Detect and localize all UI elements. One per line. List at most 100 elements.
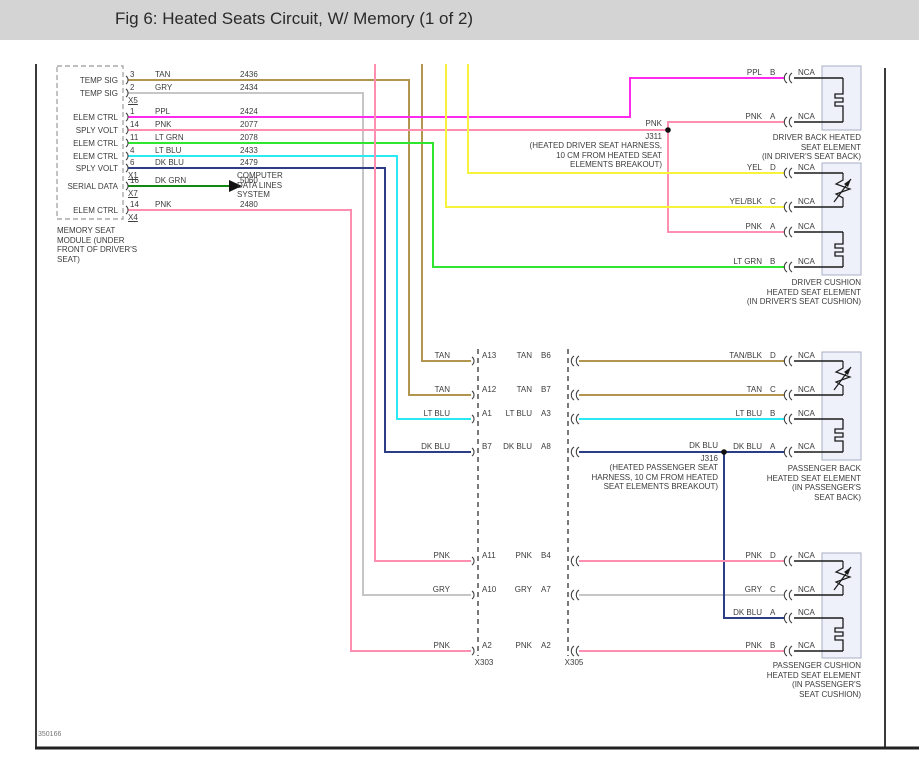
connector-pin: A1: [482, 409, 492, 418]
element-pin-letter: C: [770, 585, 776, 594]
wire-pnk-j311-down: [667, 130, 785, 233]
connector-pin: A8: [541, 442, 551, 451]
wire-color-label: LT BLU: [505, 409, 532, 418]
heater-symbol-driver-cushion: [834, 232, 844, 267]
wire-color-label: PNK: [745, 222, 762, 231]
wire-pnk-j311-up: [667, 121, 785, 130]
wire-gry-2434: [128, 92, 471, 596]
circuit-number: 2077: [240, 120, 258, 129]
wire-color-label: LT GRN: [733, 257, 762, 266]
module-connector-label: X4: [128, 213, 138, 222]
circuit-number: 2434: [240, 83, 258, 92]
element-pin-letter: B: [770, 409, 776, 418]
module-pin-label: TEMP SIG: [79, 76, 118, 85]
wire-color-label: DK GRN: [155, 176, 187, 185]
wire-color-label: TAN: [155, 70, 171, 79]
wire-color-label: DK BLU: [503, 442, 532, 451]
module-pin-number: 14: [130, 200, 139, 209]
module-pin-number: 4: [130, 146, 135, 155]
circuit-number: 2480: [240, 200, 258, 209]
connector-pin: A2: [541, 641, 551, 650]
module-pin-label: SPLY VOLT: [75, 126, 118, 135]
wire-color-label: PPL: [746, 68, 762, 77]
heater-symbol-passenger-cushion: [834, 618, 844, 651]
wire-color-label: DK BLU: [733, 442, 762, 451]
wire-color-label: PNK: [433, 641, 450, 650]
element-pin-letter: B: [770, 641, 776, 650]
page-title: Fig 6: Heated Seats Circuit, W/ Memory (…: [115, 9, 474, 28]
serial-data-arrowhead-icon: [229, 180, 242, 192]
wire-color-label: PNK: [745, 551, 762, 560]
element-pin-letter: C: [770, 385, 776, 394]
module-connector-label: X7: [128, 189, 138, 198]
junction-dot-j311: [665, 127, 671, 133]
wire-color-label: PNK: [745, 641, 762, 650]
wires: [128, 64, 785, 652]
computer-data-lines-node: COMPUTER DATA LINES SYSTEM: [237, 171, 283, 199]
element-terminal-label: NCA: [798, 112, 815, 121]
element-terminal-label: NCA: [798, 442, 815, 451]
connector-pin: A2: [482, 641, 492, 650]
wire-color-label: GRY: [155, 83, 173, 92]
wire-tan-top: [421, 64, 471, 362]
connector-pin: B6: [541, 351, 551, 360]
diagram-reference-number: 350166: [38, 731, 62, 738]
circuit-number: 2479: [240, 158, 258, 167]
module-pin-label: SPLY VOLT: [75, 164, 118, 173]
circuit-number: 2424: [240, 107, 258, 116]
connector-pin: B4: [541, 551, 551, 560]
element-caption: DRIVER CUSHION HEATED SEAT ELEMENT (IN DRI…: [746, 278, 861, 306]
connector-pin: A13: [482, 351, 497, 360]
wire-color-label: PPL: [155, 107, 171, 116]
element-terminal-label: NCA: [798, 585, 815, 594]
element-terminal-label: NCA: [798, 68, 815, 77]
connector-pin: A11: [482, 551, 496, 560]
module-pin-label: ELEM CTRL: [73, 152, 118, 161]
j311-description: (HEATED DRIVER SEAT HARNESS, 10 CM FROM H…: [529, 141, 662, 169]
element-pin-letter: D: [770, 551, 776, 560]
element-terminal-label: NCA: [798, 641, 815, 650]
connector-x305-label: X305: [564, 658, 584, 667]
element-pin-letter: C: [770, 197, 776, 206]
circuit-number: 5060: [240, 176, 258, 185]
x303-connector-arcs: [471, 356, 475, 656]
wire-ltblu-2433: [128, 155, 471, 420]
module-pin-number: 2: [130, 83, 135, 92]
element-connector-arcs: [783, 72, 793, 657]
j311-name: J311: [645, 132, 662, 141]
wire-color-label: DK BLU: [155, 158, 184, 167]
element-terminal-label: NCA: [798, 351, 815, 360]
wire-ppl-2424: [128, 77, 785, 118]
module-connector-label: X5: [128, 96, 138, 105]
wire-color-label: PNK: [433, 551, 450, 560]
wire-yel-cushion-d: [467, 64, 785, 174]
circuit-number: 2433: [240, 146, 258, 155]
thermistor-driver-cushion: [834, 173, 852, 207]
element-terminal-label: NCA: [798, 257, 815, 266]
wire-pnk-top: [374, 64, 471, 562]
thermistor-passenger-back: [834, 361, 852, 395]
wire-color-label: GRY: [514, 585, 532, 594]
module-connector-label: X1: [128, 171, 138, 180]
element-pin-letter: D: [770, 351, 776, 360]
element-pin-letter: B: [770, 68, 776, 77]
wire-color-label: YEL: [746, 163, 762, 172]
wire-color-label: TAN/BLK: [729, 351, 762, 360]
wire-color-label: GRY: [432, 585, 450, 594]
connector-pin: B7: [482, 442, 492, 451]
element-pin-letter: B: [770, 257, 776, 266]
thermistor-arrowheads: [844, 179, 851, 575]
wire-color-label: TAN: [434, 385, 450, 394]
module-pin-number: 3: [130, 70, 135, 79]
circuit-number: 2436: [240, 70, 258, 79]
wire-color-label: PNK: [515, 551, 532, 560]
j316-name: J316: [700, 454, 718, 463]
wire-color-label: DK BLU: [421, 442, 450, 451]
element-caption: PASSENGER BACK HEATED SEAT ELEMENT (IN PAS…: [766, 464, 861, 502]
j316-wire-label: DK BLU: [689, 441, 718, 450]
wire-color-label: LT BLU: [423, 409, 450, 418]
element-pin-letter: A: [770, 112, 776, 121]
connector-pin: B7: [541, 385, 551, 394]
